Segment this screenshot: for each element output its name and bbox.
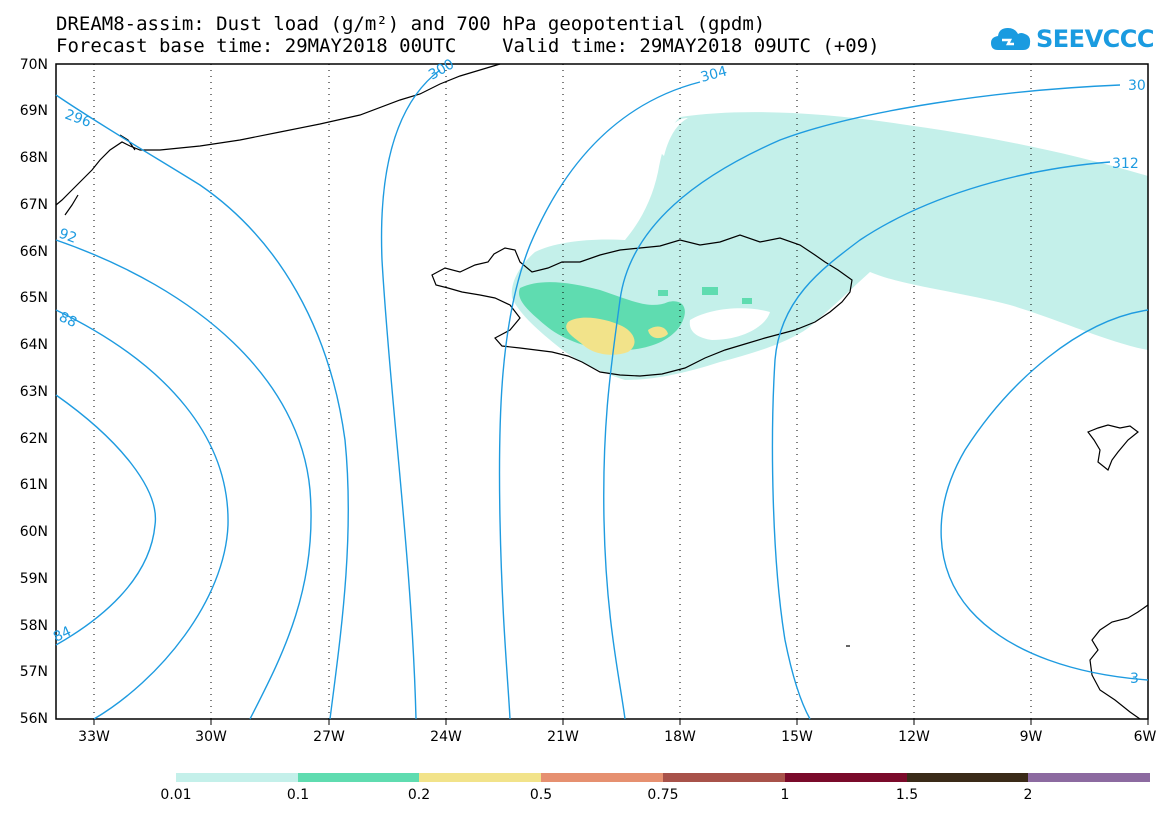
dust-load-fill xyxy=(511,112,1148,381)
colorbar-swatch-2 xyxy=(419,773,541,782)
contour-304 xyxy=(498,81,701,720)
contour-label-316: 3 xyxy=(1130,671,1139,687)
contour-308 xyxy=(603,84,1121,720)
lat-label: 62N xyxy=(19,431,48,447)
geopotential-contours xyxy=(55,69,1149,720)
lat-label: 58N xyxy=(19,618,48,634)
dust-patch-c xyxy=(742,298,752,304)
contour-label-304: 304 xyxy=(699,63,729,85)
lon-label: 18W xyxy=(664,729,696,745)
dust-patch-yellow xyxy=(648,326,668,339)
lon-label: 33W xyxy=(78,729,110,745)
greenland-coast xyxy=(55,63,501,216)
colorbar-swatch-6 xyxy=(907,773,1028,782)
colorbar-label: 2 xyxy=(1023,787,1033,803)
iceland-coast xyxy=(431,234,853,377)
colorbar-label: 0.01 xyxy=(160,787,192,803)
colorbar-swatch-0 xyxy=(176,773,298,782)
contour-label-296: 296 xyxy=(63,107,94,131)
contour-316 xyxy=(940,309,1149,681)
colorbar-label: 0.2 xyxy=(407,787,431,803)
colorbar-label: 0.75 xyxy=(647,787,679,803)
colorbar-swatch-1 xyxy=(298,773,419,782)
lon-label: 15W xyxy=(781,729,813,745)
lat-label: 63N xyxy=(19,384,48,400)
faroe-coast xyxy=(1087,424,1139,471)
lon-label: 12W xyxy=(898,729,930,745)
dust-patch-a xyxy=(702,287,718,295)
colorbar xyxy=(176,773,1150,782)
contour-284 xyxy=(55,394,157,646)
contour-296 xyxy=(55,94,349,720)
chart-subtitle: Forecast base time: 29MAY2018 00UTC Vali… xyxy=(56,35,880,57)
dust-gap-north xyxy=(660,118,688,156)
coastlines xyxy=(55,63,1149,720)
chart-title: DREAM8-assim: Dust load (g/m²) and 700 h… xyxy=(56,13,766,35)
contour-label-288: 88 xyxy=(56,309,79,331)
lon-label: 6W xyxy=(1133,729,1157,745)
map-frame xyxy=(55,63,1149,720)
dust-patch-b xyxy=(658,290,668,296)
colorbar-swatch-4 xyxy=(663,773,785,782)
lat-label: 64N xyxy=(19,337,48,353)
dust-level-0-2 xyxy=(566,317,635,355)
contour-label-308: 30 xyxy=(1128,78,1146,94)
lon-label: 30W xyxy=(195,729,227,745)
colorbar-label: 0.5 xyxy=(529,787,553,803)
colorbar-label: 0.1 xyxy=(286,787,310,803)
axis-ticks xyxy=(93,719,1149,725)
colorbar-swatch-7 xyxy=(1028,773,1150,782)
contour-312 xyxy=(771,161,1111,720)
lat-label: 60N xyxy=(19,524,48,540)
colorbar-label: 1.5 xyxy=(895,787,919,803)
lat-label: 61N xyxy=(19,477,48,493)
lat-label: 65N xyxy=(19,290,48,306)
lat-label: 56N xyxy=(19,711,48,727)
lat-label: 57N xyxy=(19,664,48,680)
lat-label: 59N xyxy=(19,571,48,587)
seevccc-logo: SEEVCCC xyxy=(990,22,1155,56)
contour-292 xyxy=(55,239,312,720)
colorbar-swatch-5 xyxy=(785,773,907,782)
logo-text: SEEVCCC xyxy=(1036,25,1155,53)
lon-label: 24W xyxy=(430,729,462,745)
contour-label-292: 92 xyxy=(57,226,79,247)
lat-label: 68N xyxy=(19,150,48,166)
lon-label: 9W xyxy=(1019,729,1043,745)
contour-288 xyxy=(55,309,229,720)
dust-gap xyxy=(689,308,770,340)
lon-label: 21W xyxy=(547,729,579,745)
colorbar-label: 1 xyxy=(780,787,790,803)
contour-label-284: 84 xyxy=(51,624,74,646)
colorbar-swatch-3 xyxy=(541,773,663,782)
lat-label: 66N xyxy=(19,244,48,260)
contour-label-312: 312 xyxy=(1112,156,1139,172)
lat-label: 67N xyxy=(19,197,48,213)
scotland-coast xyxy=(1089,604,1149,720)
dust-level-0-1 xyxy=(519,282,685,351)
contour-300 xyxy=(380,69,441,720)
lat-label: 69N xyxy=(19,103,48,119)
lon-label: 27W xyxy=(313,729,345,745)
cloud-logo-icon xyxy=(991,28,1031,50)
lat-label: 70N xyxy=(19,57,48,73)
